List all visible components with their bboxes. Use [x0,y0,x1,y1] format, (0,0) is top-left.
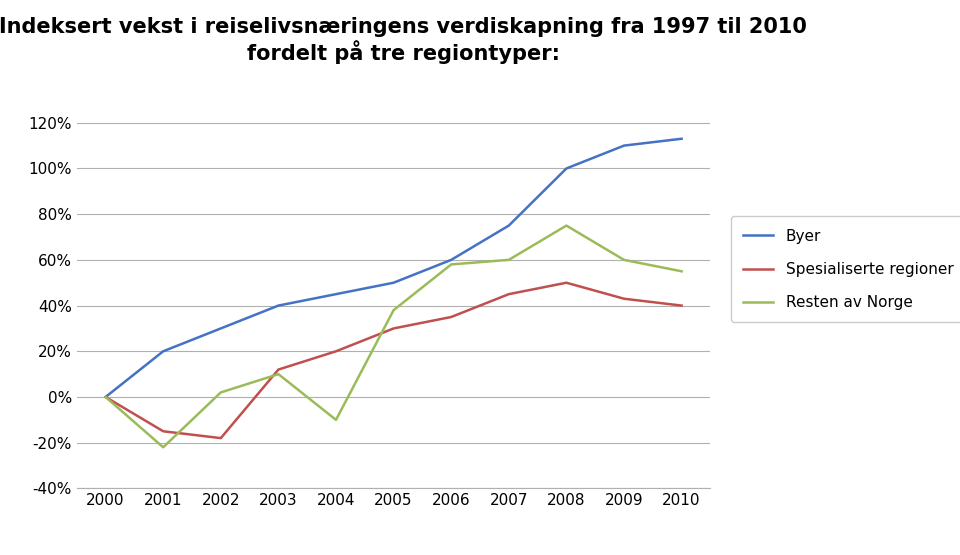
Byer [561,165,572,172]
Resten av Norge [330,416,342,423]
Resten av Norge [273,371,284,377]
Resten av Norge [676,268,687,275]
Spesialiserte regioner [618,295,630,302]
Byer [618,142,630,149]
Line: Spesialiserte regioner: Spesialiserte regioner [106,282,682,438]
Byer [388,279,399,286]
Spesialiserte regioner [503,291,515,297]
Spesialiserte regioner [388,325,399,332]
Byer [157,348,169,355]
Line: Resten av Norge: Resten av Norge [106,225,682,447]
Byer [445,256,457,263]
Byer [330,291,342,297]
Resten av Norge [100,393,111,400]
Spesialiserte regioner [273,366,284,373]
Spesialiserte regioner [215,435,227,441]
Resten av Norge [561,222,572,229]
Resten av Norge [215,389,227,396]
Resten av Norge [503,256,515,263]
Spesialiserte regioner [561,279,572,286]
Byer [100,393,111,400]
Byer [273,302,284,309]
Byer [676,135,687,142]
Spesialiserte regioner [100,393,111,400]
Legend: Byer, Spesialiserte regioner, Resten av Norge: Byer, Spesialiserte regioner, Resten av … [731,216,960,322]
Resten av Norge [388,307,399,314]
Spesialiserte regioner [330,348,342,355]
Text: Indeksert vekst i reiselivsnæringens verdiskapning fra 1997 til 2010
fordelt på : Indeksert vekst i reiselivsnæringens ver… [0,17,807,64]
Line: Byer: Byer [106,139,682,397]
Resten av Norge [445,261,457,268]
Spesialiserte regioner [445,314,457,320]
Spesialiserte regioner [157,428,169,435]
Resten av Norge [157,444,169,451]
Resten av Norge [618,256,630,263]
Byer [503,222,515,229]
Spesialiserte regioner [676,302,687,309]
Byer [215,325,227,332]
